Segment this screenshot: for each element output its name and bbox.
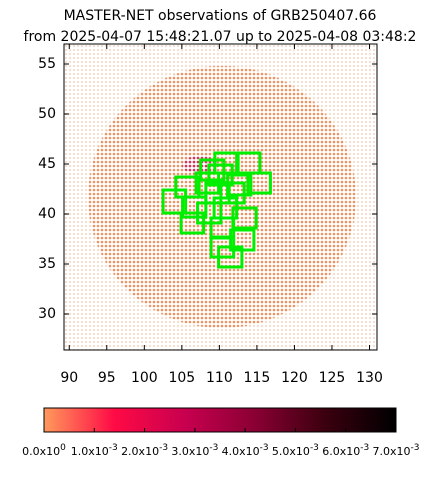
- observation-field: [194, 171, 221, 195]
- observation-field: [213, 151, 240, 175]
- colorbar-tick-label: 0.0x100: [22, 443, 66, 459]
- x-tick-label: 110: [206, 370, 233, 386]
- colorbar-tick-exponent: -3: [360, 443, 369, 453]
- colorbar-tick-exponent: -3: [411, 443, 420, 453]
- colorbar-tick-label: 4.0x10-3: [222, 443, 269, 459]
- observation-field: [181, 195, 208, 219]
- colorbar-tick-mantissa: 3.0x10: [171, 445, 209, 458]
- colorbar: [43, 407, 397, 433]
- chart-title: MASTER-NET observations of GRB250407.66: [64, 8, 377, 24]
- y-tick-label: 40: [38, 206, 56, 222]
- observation-field: [161, 188, 188, 215]
- colorbar-tick-exponent: 0: [60, 443, 66, 453]
- colorbar-tick-label: 3.0x10-3: [171, 443, 218, 459]
- x-tick-label: 105: [168, 370, 195, 386]
- y-tick-label: 45: [38, 156, 56, 172]
- colorbar-tick-label: 6.0x10-3: [322, 443, 369, 459]
- y-tick-label: 30: [38, 306, 56, 322]
- observation-field: [199, 158, 226, 182]
- colorbar-tick-mantissa: 4.0x10: [222, 445, 260, 458]
- y-tick-label: 55: [38, 56, 56, 72]
- observation-field: [246, 171, 272, 195]
- colorbar-tick-mantissa: 7.0x10: [373, 445, 411, 458]
- x-tick-label: 120: [281, 370, 308, 386]
- x-tick-label: 100: [131, 370, 158, 386]
- colorbar-tick-label: 5.0x10-3: [272, 443, 319, 459]
- colorbar-tick-label: 1.0x10-3: [71, 443, 118, 459]
- colorbar-tick-exponent: -3: [209, 443, 218, 453]
- colorbar-tick-exponent: -3: [310, 443, 319, 453]
- colorbar-tick-exponent: -3: [260, 443, 269, 453]
- colorbar-tick-mantissa: 5.0x10: [272, 445, 310, 458]
- colorbar-tick-label: 7.0x10-3: [373, 443, 420, 459]
- x-tick-label: 125: [319, 370, 346, 386]
- colorbar-tick-exponent: -3: [159, 443, 168, 453]
- x-tick-label: 130: [356, 370, 383, 386]
- x-tick-label: 90: [60, 370, 78, 386]
- colorbar-tick-label: 2.0x10-3: [121, 443, 168, 459]
- observation-field: [207, 163, 234, 187]
- colorbar-tick-mantissa: 2.0x10: [121, 445, 159, 458]
- observation-field: [217, 245, 244, 269]
- colorbar-tick-mantissa: 0.0x10: [22, 445, 60, 458]
- x-tick-label: 115: [244, 370, 271, 386]
- fields: [161, 151, 272, 269]
- x-tick-label: 95: [98, 370, 116, 386]
- colorbar-tick-exponent: -3: [109, 443, 118, 453]
- y-tick-label: 35: [38, 256, 56, 272]
- colorbar-tick-mantissa: 1.0x10: [71, 445, 109, 458]
- y-tick-label: 50: [38, 106, 56, 122]
- colorbar-tick-mantissa: 6.0x10: [322, 445, 360, 458]
- plot-frame: [63, 43, 378, 351]
- chart-subtitle: from 2025-04-07 15:48:21.07 up to 2025-0…: [24, 29, 417, 45]
